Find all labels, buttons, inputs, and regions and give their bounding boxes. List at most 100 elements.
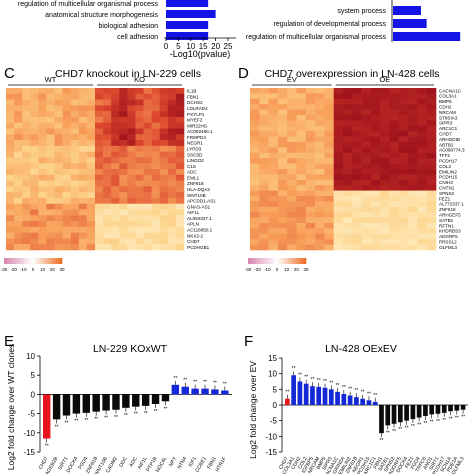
- heatmap-cell: [408, 201, 418, 208]
- significance-mark: **: [373, 393, 377, 399]
- gene-label: CNIH3: [439, 180, 453, 185]
- heatmap-cell: [389, 88, 400, 94]
- heatmap-cell: [111, 163, 120, 170]
- heatmap-cell: [268, 244, 279, 251]
- heatmap-cell: [315, 228, 325, 235]
- heatmap-cell: [398, 163, 409, 170]
- heatmap-cell: [370, 206, 381, 213]
- heatmap-cell: [103, 122, 112, 129]
- heatmap-cell: [380, 88, 390, 94]
- panel-f-letter: F: [244, 333, 253, 350]
- heatmap-cell: [86, 174, 96, 181]
- heatmap-cell: [370, 93, 381, 100]
- heatmap-cell: [103, 215, 112, 222]
- significance-mark: **: [74, 419, 78, 425]
- category-label: ADC: [128, 456, 139, 468]
- heatmap-cell: [78, 134, 88, 141]
- heatmap-cell: [14, 111, 23, 118]
- heatmap-cell: [296, 136, 307, 143]
- heatmap-cell: [127, 226, 136, 233]
- gene-label: NRCAM: [439, 110, 456, 115]
- heatmap-cell: [119, 88, 128, 95]
- heatmap-cell: [143, 140, 152, 147]
- heatmap-cell: [6, 105, 15, 112]
- gene-label: APCDD1-AS1: [187, 199, 216, 204]
- heatmap-cell: [324, 109, 334, 116]
- heatmap-cell: [175, 244, 185, 251]
- heatmap-cell: [111, 215, 120, 222]
- legend-tick: 30: [303, 267, 309, 272]
- heatmap-cell: [380, 239, 390, 245]
- significance-mark: **: [163, 406, 167, 412]
- heatmap-cell: [86, 99, 96, 106]
- heatmap-cell: [408, 223, 418, 229]
- heatmap-cell: [389, 125, 400, 132]
- legend-swatch: [58, 258, 61, 264]
- heatmap-cell: [135, 116, 144, 124]
- heatmap-cell: [426, 196, 437, 202]
- heatmap-cell: [159, 157, 169, 164]
- heatmap-cell: [277, 233, 288, 240]
- heatmap-cell: [111, 232, 120, 239]
- heatmap-cell: [22, 180, 31, 187]
- bar: [410, 405, 416, 420]
- heatmap-cell: [408, 142, 418, 148]
- heatmap-cell: [389, 98, 400, 105]
- heatmap-cell: [143, 203, 152, 210]
- heatmap-cell: [175, 99, 185, 106]
- legend-swatch: [34, 258, 38, 264]
- heatmap-cell: [135, 122, 144, 129]
- legend-swatch: [50, 258, 53, 264]
- gene-label: SSC5D: [187, 152, 203, 157]
- heatmap-cell: [95, 186, 104, 193]
- bar: [341, 394, 347, 405]
- heatmap-cell: [38, 105, 47, 112]
- heatmap-cell: [95, 111, 104, 118]
- heatmap-cell: [30, 180, 39, 187]
- heatmap-cell: [22, 105, 31, 112]
- heatmap-cell: [389, 109, 400, 116]
- heatmap-cell: [380, 174, 390, 181]
- heatmap-cell: [268, 152, 279, 159]
- heatmap-cell: [54, 180, 63, 187]
- heatmap-cell: [127, 215, 136, 222]
- heatmap-cell: [30, 128, 39, 135]
- heatmap-cell: [370, 152, 381, 159]
- heatmap-cell: [370, 120, 381, 127]
- heatmap-cell: [70, 99, 80, 106]
- heatmap-cell: [103, 105, 112, 112]
- heatmap-cell: [111, 192, 120, 199]
- heatmap-cell: [14, 238, 23, 245]
- heatmap-cell: [417, 104, 427, 110]
- heatmap-cell: [119, 226, 128, 233]
- tick-label: 15: [268, 354, 277, 363]
- heatmap-cell: [352, 223, 362, 229]
- heatmap-cell: [143, 215, 152, 222]
- heatmap-cell: [103, 163, 112, 170]
- heatmap-cell: [103, 226, 112, 233]
- legend-swatch: [255, 258, 258, 264]
- heatmap-cell: [324, 190, 334, 197]
- gene-label: GNAS-AS1: [187, 204, 211, 209]
- heatmap-cell: [352, 217, 362, 224]
- heatmap-cell: [408, 147, 418, 154]
- heatmap-cell: [343, 179, 353, 186]
- heatmap-cell: [175, 116, 185, 124]
- heatmap-cell: [151, 122, 161, 129]
- heatmap-cell: [277, 115, 288, 121]
- heatmap-cell: [277, 158, 288, 164]
- heatmap-cell: [389, 190, 400, 197]
- heatmap-cell: [380, 147, 390, 154]
- heatmap-cell: [127, 145, 136, 152]
- panel-c-letter: C: [4, 65, 15, 82]
- heatmap-cell: [324, 93, 334, 100]
- go-term-bar: [166, 10, 216, 18]
- heatmap-cell: [119, 151, 128, 158]
- heatmap-cell: [333, 239, 344, 245]
- heatmap-cell: [417, 120, 427, 127]
- tick-label: -15: [23, 448, 35, 457]
- bar: [43, 394, 51, 439]
- heatmap-cell: [426, 244, 437, 251]
- heatmap-cell: [277, 228, 288, 235]
- heatmap-cell: [70, 209, 80, 216]
